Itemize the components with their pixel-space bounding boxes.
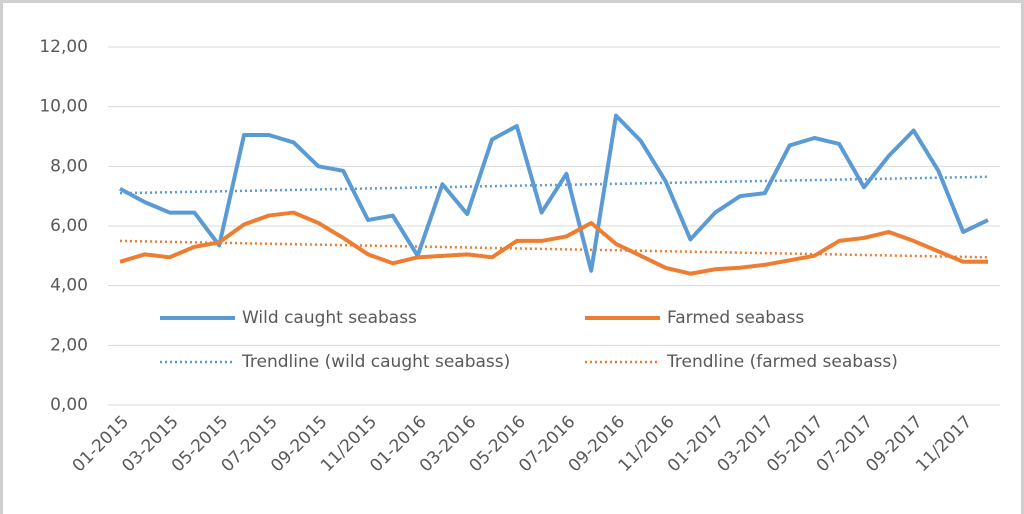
line-series xyxy=(119,113,989,273)
y-tick-label: 12,00 xyxy=(39,37,88,57)
legend-label: Farmed seabass xyxy=(667,308,804,328)
trendline xyxy=(119,239,989,259)
legend-label: Wild caught seabass xyxy=(242,308,417,328)
legend-label: Trendline (wild caught seabass) xyxy=(241,352,510,372)
y-tick-label: 0,00 xyxy=(50,395,88,415)
y-tick-label: 8,00 xyxy=(50,156,88,176)
y-tick-label: 10,00 xyxy=(39,97,88,117)
line-series xyxy=(119,210,988,276)
y-tick-label: 2,00 xyxy=(50,335,88,355)
y-tick-label: 4,00 xyxy=(50,276,88,296)
y-tick-label: 6,00 xyxy=(50,216,88,236)
legend-label: Trendline (farmed seabass) xyxy=(666,352,898,372)
